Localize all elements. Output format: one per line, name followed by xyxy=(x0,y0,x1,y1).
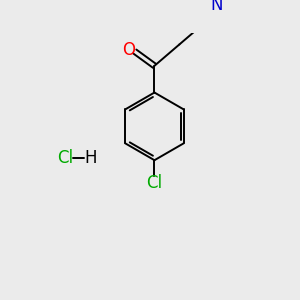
Text: O: O xyxy=(122,41,135,59)
Text: Cl: Cl xyxy=(57,148,74,166)
Text: N: N xyxy=(211,0,223,14)
Text: Cl: Cl xyxy=(146,174,163,192)
Text: H: H xyxy=(84,148,97,166)
